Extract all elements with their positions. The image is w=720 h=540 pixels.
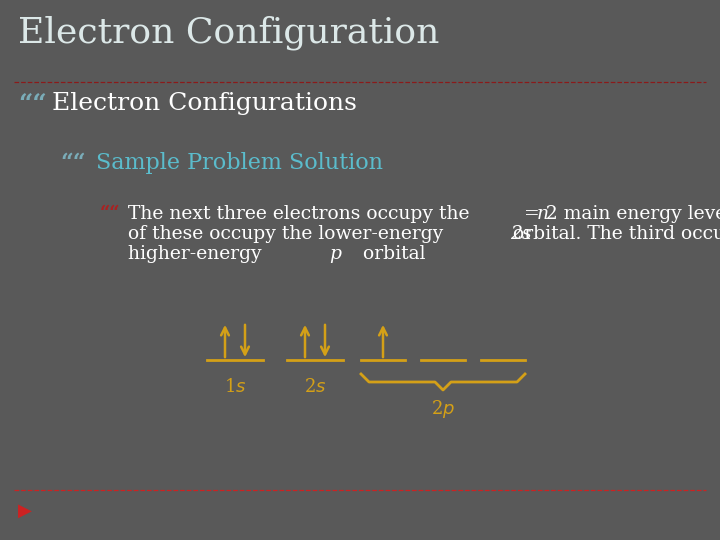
Text: 1$s$: 1$s$ [224,378,246,396]
Text: higher-energy: higher-energy [128,245,268,263]
Text: ““: ““ [100,205,120,223]
Text: Sample Problem Solution: Sample Problem Solution [96,152,383,174]
Text: 2s: 2s [510,225,532,243]
Text: orbital: orbital [357,245,426,263]
Text: ““: ““ [18,92,47,116]
Text: orbital. The third occupies a: orbital. The third occupies a [507,225,720,243]
Text: ““: ““ [60,152,86,174]
Text: 2$s$: 2$s$ [304,378,326,396]
Text: 2$p$: 2$p$ [431,398,455,420]
Text: n: n [536,205,549,223]
Text: of these occupy the lower-energy: of these occupy the lower-energy [128,225,449,243]
Text: The next three electrons occupy the: The next three electrons occupy the [128,205,475,223]
Text: p: p [329,245,341,263]
Text: ▶: ▶ [18,502,32,520]
Text: = 2 main energy level. Two: = 2 main energy level. Two [518,205,720,223]
Text: Electron Configuration: Electron Configuration [18,15,439,50]
Text: Electron Configurations: Electron Configurations [52,92,357,115]
